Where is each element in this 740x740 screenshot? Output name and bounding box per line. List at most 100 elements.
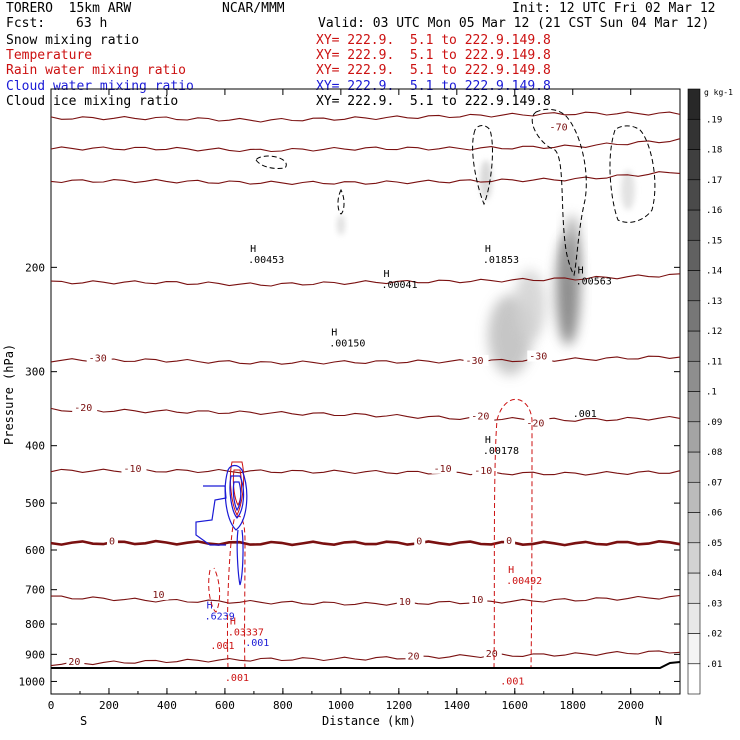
temperature-label: -10 [123, 464, 141, 475]
x-tick-label: 400 [157, 699, 177, 712]
temperature-label-bg [547, 121, 573, 133]
x-axis-south-label: S [80, 714, 87, 728]
colorbar-bin [687, 451, 701, 483]
temperature-label-bg [527, 350, 553, 362]
colorbar-tick-label: .05 [706, 539, 722, 549]
colorbar-bin [687, 633, 701, 665]
x-tick-label: 1000 [328, 699, 355, 712]
max-marker-h: H [508, 565, 514, 576]
x-axis-north-label: N [655, 714, 662, 728]
isotherm-10 [51, 594, 681, 606]
colorbar-tick-label: .06 [706, 509, 722, 519]
max-marker-h: H [250, 244, 256, 255]
x-tick-label: 0 [48, 699, 55, 712]
cloud-ice-contours [255, 108, 656, 277]
ground-line [51, 661, 681, 669]
isotherm-minus30 [50, 355, 681, 365]
cloud-water-contours [195, 464, 248, 586]
x-tick-label: 1800 [560, 699, 587, 712]
x-tick-label: 1600 [502, 699, 529, 712]
y-tick-label: 400 [25, 440, 45, 453]
colorbar-unit: g kg-1 [704, 88, 733, 97]
max-marker-h: H [485, 435, 491, 446]
field-cloudice-label: Cloud ice mixing ratio [6, 94, 179, 109]
forecast-hours: 63 h [76, 16, 108, 31]
temperature-label: 0 [109, 536, 115, 547]
x-tick-label: 1400 [444, 699, 471, 712]
colorbar-bin [687, 542, 701, 574]
temperature-label-bg [472, 465, 498, 477]
cloud-water-contour [229, 475, 245, 519]
y-tick-label: 600 [25, 544, 45, 557]
temperature-label-bg [121, 462, 147, 474]
colorbar-tick-label: .01 [706, 660, 722, 670]
shading-group [337, 160, 635, 375]
colorbar-bin [687, 88, 701, 120]
field-rain-xy: XY= 222.9. 5.1 to 222.9.149.8 [316, 63, 551, 78]
max-value-label: .001 [573, 409, 597, 420]
isotherm-20 [50, 650, 681, 667]
max-marker-h: H [578, 265, 584, 276]
temperature-label-bg [469, 410, 495, 422]
temperature-label-bg [524, 417, 550, 429]
colorbar-tick-label: .19 [706, 115, 722, 125]
y-axis-label: Pressure (hPa) [2, 344, 16, 445]
colorbar-tick-label: .12 [706, 327, 722, 337]
colorbar-tick-label: .16 [706, 206, 722, 216]
temperature-label: 20 [486, 649, 498, 660]
plot-frame [50, 88, 681, 695]
max-value-label: .001 [210, 641, 234, 652]
x-tick-label: 800 [273, 699, 293, 712]
colorbar-tick-label: .13 [706, 297, 722, 307]
colorbar-bin [687, 149, 701, 181]
temperature-label: 10 [471, 595, 483, 606]
colorbar-bin [687, 300, 701, 332]
field-snow-label: Snow mixing ratio [6, 33, 140, 48]
colorbar-bin [687, 118, 701, 150]
x-tick-label: 2000 [617, 699, 644, 712]
colorbar-tick-label: .04 [706, 569, 722, 579]
field-temperature-xy: XY= 222.9. 5.1 to 222.9.149.8 [316, 48, 551, 63]
colorbar-bin [687, 239, 701, 271]
temperature-label: 20 [68, 657, 80, 668]
temperature-label-bg [483, 647, 502, 659]
max-value-label: .001 [245, 638, 269, 649]
colorbar-tick-label: .18 [706, 146, 722, 156]
temperature-label-bg [72, 401, 98, 413]
temperature-label-bg [150, 588, 169, 600]
isotherm-0 [50, 539, 681, 547]
cloud-ice-contour [472, 125, 493, 206]
model-name: TORERO 15km ARW [6, 1, 132, 16]
colorbar-bin [687, 572, 701, 604]
colorbar-bin [687, 663, 701, 695]
colorbar-tick-label: .1 [706, 388, 717, 398]
max-value-label: .00150 [329, 339, 365, 350]
colorbar-tick-label: .15 [706, 236, 722, 246]
rain-contour [493, 398, 533, 669]
colorbar-tick-label: .07 [706, 478, 722, 488]
temperature-label: 0 [416, 536, 422, 547]
colorbar-bin [687, 360, 701, 392]
forecast-label: Fcst: [6, 16, 46, 31]
y-tick-label: 1000 [19, 675, 46, 688]
cloud-ice-contour [609, 125, 656, 223]
y-tick-label: 800 [25, 618, 45, 631]
y-tick-label: 500 [25, 497, 45, 510]
shading-blob [514, 270, 546, 340]
colorbar-bin [687, 481, 701, 513]
colorbar-tick-label: .03 [706, 599, 722, 609]
temperature-label: -30 [466, 356, 484, 367]
temperature-label-bg [463, 354, 489, 366]
colorbar-bin [687, 421, 701, 453]
x-axis-label: Distance (km) [322, 714, 416, 728]
colorbar: .01 .02 .03 .04 .05 .06 .07 .08 .09 .1 .11 .12 .13 .1… [687, 88, 722, 695]
colorbar-tick-label: .09 [706, 418, 722, 428]
temperature-label: -20 [526, 419, 544, 430]
temperature-label: -30 [529, 351, 547, 362]
cloud-ice-contour [531, 108, 587, 277]
max-value-label: .00492 [506, 576, 542, 587]
cloud-water-contour [232, 481, 242, 512]
cloud-ice-contour [337, 188, 345, 215]
shading-blob [564, 215, 580, 285]
colorbar-tick-label: .14 [706, 267, 722, 277]
